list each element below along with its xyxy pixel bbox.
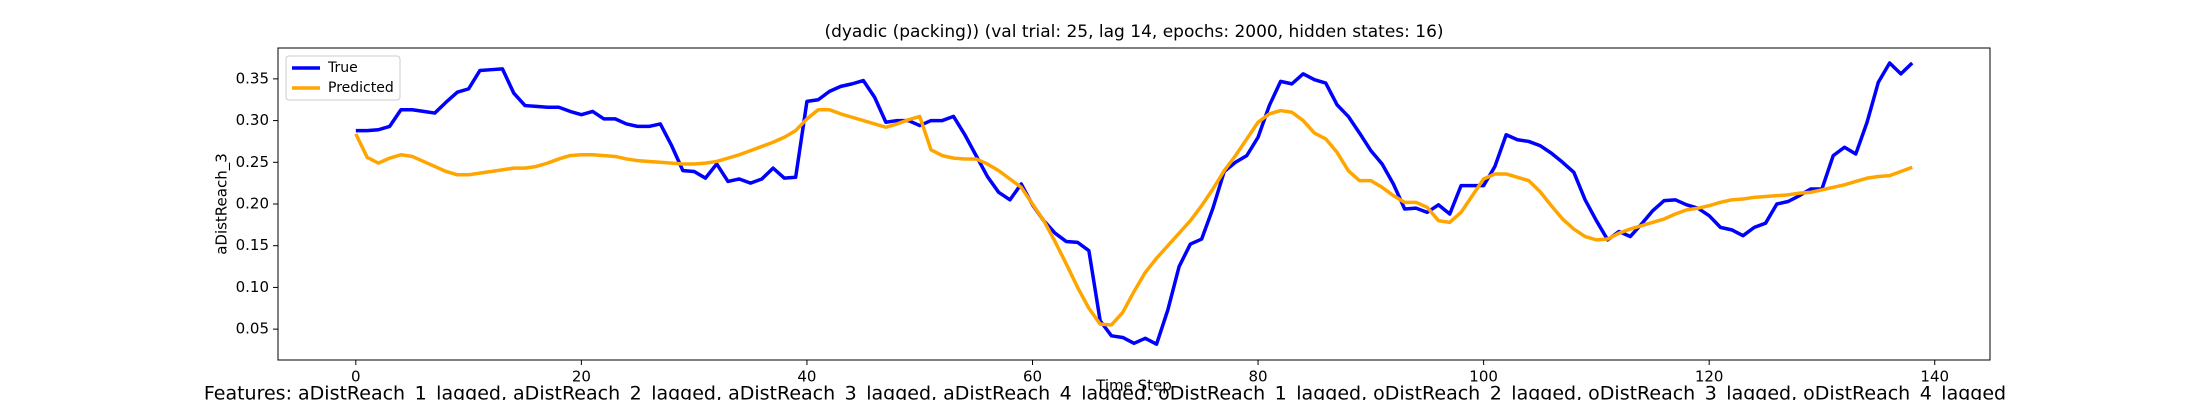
chart-title: (dyadic (packing)) (val trial: 25, lag 1… — [824, 22, 1443, 42]
line-series — [354, 107, 1913, 327]
legend-label: True — [327, 60, 358, 76]
x-tick-label: 40 — [797, 368, 816, 386]
y-tick-label: 0.25 — [236, 153, 269, 171]
x-tick-label: 120 — [1695, 368, 1724, 386]
x-tick-label: 0 — [351, 368, 361, 386]
line-series — [355, 61, 1914, 346]
plot-frame — [277, 47, 1991, 361]
caption: Features: aDistReach_1_lagged, aDistReac… — [204, 383, 2006, 400]
y-tick-label: 0.05 — [236, 320, 269, 338]
x-tick-label: 20 — [572, 368, 591, 386]
y-tick-label: 0.10 — [236, 278, 269, 296]
y-tick-label: 0.20 — [236, 195, 269, 213]
x-tick-label: 140 — [1920, 368, 1949, 386]
x-tick-label: 80 — [1249, 368, 1268, 386]
y-tick-label: 0.15 — [236, 236, 269, 254]
y-tick-label: 0.35 — [236, 69, 269, 87]
y-axis-label: aDistReach_3 — [213, 153, 232, 255]
legend-label: Predicted — [328, 80, 394, 96]
x-tick-label: 100 — [1469, 368, 1498, 386]
x-axis-label: Time Step — [1095, 377, 1172, 395]
y-tick-label: 0.30 — [236, 111, 269, 129]
x-tick-label: 60 — [1023, 368, 1042, 386]
